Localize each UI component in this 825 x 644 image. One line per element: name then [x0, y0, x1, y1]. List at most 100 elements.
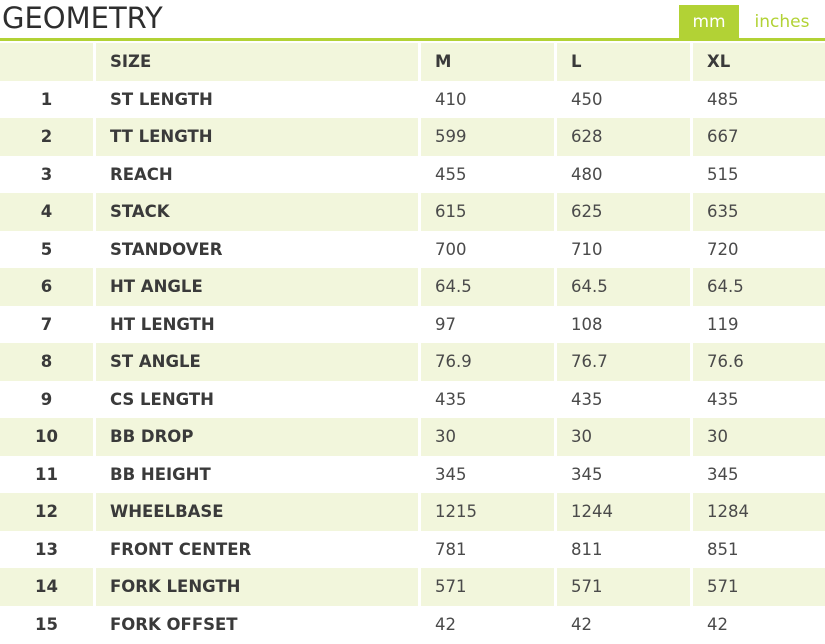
- table-row: 8 ST ANGLE 76.9 76.7 76.6: [0, 343, 825, 381]
- row-label: BB DROP: [96, 418, 418, 456]
- value-l: 30: [557, 418, 690, 456]
- row-number: 11: [0, 455, 93, 493]
- value-m: 410: [421, 80, 554, 118]
- value-l: 480: [557, 155, 690, 193]
- table-body: 1 ST LENGTH 410 450 485 2 TT LENGTH 599 628 667 3 R…: [0, 80, 825, 643]
- value-xl: 345: [693, 455, 825, 493]
- value-xl: 30: [693, 418, 825, 456]
- value-l: 42: [557, 605, 690, 643]
- unit-inches-button[interactable]: inches: [739, 5, 825, 38]
- value-l: 64.5: [557, 268, 690, 306]
- value-xl: 64.5: [693, 268, 825, 306]
- row-number: 5: [0, 230, 93, 268]
- value-l: 345: [557, 455, 690, 493]
- value-l: 710: [557, 230, 690, 268]
- geometry-header: GEOMETRY mm inches: [0, 0, 825, 38]
- value-l: 76.7: [557, 343, 690, 381]
- row-number: 15: [0, 605, 93, 643]
- row-label: CS LENGTH: [96, 380, 418, 418]
- page-title: GEOMETRY: [2, 1, 163, 35]
- value-xl: 76.6: [693, 343, 825, 381]
- column-header-index: [0, 43, 93, 81]
- row-number: 12: [0, 493, 93, 531]
- table-row: 4 STACK 615 625 635: [0, 193, 825, 231]
- value-xl: 720: [693, 230, 825, 268]
- value-xl: 42: [693, 605, 825, 643]
- row-number: 9: [0, 380, 93, 418]
- value-m: 571: [421, 568, 554, 606]
- column-header-l: L: [557, 43, 690, 81]
- row-label: TT LENGTH: [96, 118, 418, 156]
- table-row: 3 REACH 455 480 515: [0, 155, 825, 193]
- table-row: 7 HT LENGTH 97 108 119: [0, 305, 825, 343]
- value-m: 455: [421, 155, 554, 193]
- row-label: HT LENGTH: [96, 305, 418, 343]
- row-number: 7: [0, 305, 93, 343]
- table-row: 11 BB HEIGHT 345 345 345: [0, 455, 825, 493]
- value-xl: 1284: [693, 493, 825, 531]
- row-number: 14: [0, 568, 93, 606]
- table-row: 5 STANDOVER 700 710 720: [0, 230, 825, 268]
- unit-toggle: mm inches: [679, 5, 825, 38]
- value-l: 625: [557, 193, 690, 231]
- row-number: 10: [0, 418, 93, 456]
- value-l: 1244: [557, 493, 690, 531]
- row-label: BB HEIGHT: [96, 455, 418, 493]
- value-m: 42: [421, 605, 554, 643]
- row-label: FORK LENGTH: [96, 568, 418, 606]
- table-row: 9 CS LENGTH 435 435 435: [0, 380, 825, 418]
- value-xl: 571: [693, 568, 825, 606]
- column-header-m: M: [421, 43, 554, 81]
- value-l: 811: [557, 530, 690, 568]
- row-label: STANDOVER: [96, 230, 418, 268]
- value-m: 615: [421, 193, 554, 231]
- row-number: 6: [0, 268, 93, 306]
- value-xl: 119: [693, 305, 825, 343]
- row-label: FRONT CENTER: [96, 530, 418, 568]
- value-m: 97: [421, 305, 554, 343]
- value-m: 64.5: [421, 268, 554, 306]
- value-m: 345: [421, 455, 554, 493]
- value-l: 628: [557, 118, 690, 156]
- row-number: 8: [0, 343, 93, 381]
- row-label: HT ANGLE: [96, 268, 418, 306]
- value-xl: 635: [693, 193, 825, 231]
- value-xl: 485: [693, 80, 825, 118]
- row-label: FORK OFFSET: [96, 605, 418, 643]
- row-label: STACK: [96, 193, 418, 231]
- table-row: 13 FRONT CENTER 781 811 851: [0, 530, 825, 568]
- table-row: 15 FORK OFFSET 42 42 42: [0, 605, 825, 643]
- table-row: 1 ST LENGTH 410 450 485: [0, 80, 825, 118]
- value-m: 435: [421, 380, 554, 418]
- unit-mm-button[interactable]: mm: [679, 5, 739, 38]
- table-row: 12 WHEELBASE 1215 1244 1284: [0, 493, 825, 531]
- value-xl: 667: [693, 118, 825, 156]
- value-xl: 435: [693, 380, 825, 418]
- value-m: 76.9: [421, 343, 554, 381]
- value-m: 1215: [421, 493, 554, 531]
- row-label: WHEELBASE: [96, 493, 418, 531]
- value-l: 450: [557, 80, 690, 118]
- row-number: 2: [0, 118, 93, 156]
- value-l: 108: [557, 305, 690, 343]
- column-header-xl: XL: [693, 43, 825, 81]
- table-header-row: SIZE M L XL: [0, 43, 825, 81]
- table-row: 14 FORK LENGTH 571 571 571: [0, 568, 825, 606]
- value-xl: 851: [693, 530, 825, 568]
- row-number: 1: [0, 80, 93, 118]
- value-xl: 515: [693, 155, 825, 193]
- row-number: 4: [0, 193, 93, 231]
- table-row: 2 TT LENGTH 599 628 667: [0, 118, 825, 156]
- table-row: 10 BB DROP 30 30 30: [0, 418, 825, 456]
- row-label: REACH: [96, 155, 418, 193]
- value-m: 599: [421, 118, 554, 156]
- value-l: 435: [557, 380, 690, 418]
- table-row: 6 HT ANGLE 64.5 64.5 64.5: [0, 268, 825, 306]
- header-divider: [0, 38, 825, 41]
- row-label: ST LENGTH: [96, 80, 418, 118]
- row-number: 13: [0, 530, 93, 568]
- value-l: 571: [557, 568, 690, 606]
- column-header-size: SIZE: [96, 43, 418, 81]
- value-m: 30: [421, 418, 554, 456]
- row-label: ST ANGLE: [96, 343, 418, 381]
